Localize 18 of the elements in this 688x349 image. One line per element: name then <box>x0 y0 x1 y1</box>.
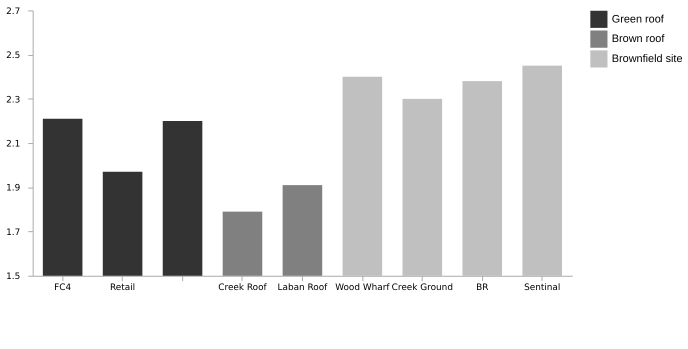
x-tick-label: Laban Roof <box>278 283 328 294</box>
y-tick-label: 2.1 <box>6 140 20 150</box>
y-tick-label: 2.7 <box>6 6 20 17</box>
x-tick-label: Creek Ground <box>392 283 453 294</box>
y-tick-label: 2.5 <box>6 51 20 62</box>
y-tick-label: 1.5 <box>6 272 20 282</box>
legend-label: Green roof <box>612 13 665 26</box>
x-tick-label: FC4 <box>54 283 72 294</box>
x-tick-label: Retail <box>110 283 136 294</box>
x-tick-label: Sentinal <box>524 283 560 294</box>
y-tick-label: 1.7 <box>6 228 20 238</box>
legend-label: Brownfield site <box>612 52 683 65</box>
x-tick-label: BR <box>476 283 488 294</box>
y-tick-label: 1.9 <box>6 184 21 194</box>
legend-label: Brown roof <box>612 33 666 46</box>
y-tick-label: 2.3 <box>6 95 20 106</box>
x-tick-label: Creek Roof <box>218 283 268 294</box>
x-tick-label: Wood Wharf <box>335 283 390 294</box>
